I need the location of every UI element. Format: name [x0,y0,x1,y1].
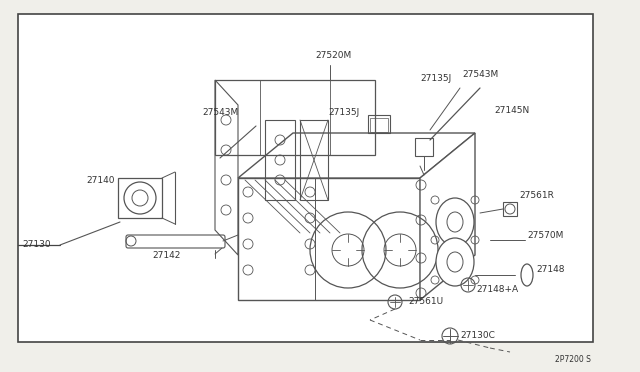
Text: 27543M: 27543M [462,70,499,78]
Text: 27130C: 27130C [460,330,495,340]
Bar [18,14,593,342]
Ellipse shape [521,264,533,286]
Polygon shape [238,178,420,300]
Text: 27142: 27142 [152,250,180,260]
Text: 27520M: 27520M [315,51,351,60]
Text: 27145N: 27145N [494,106,529,115]
Text: 27148: 27148 [536,266,564,275]
Bar [265,120,295,200]
Bar [370,118,388,132]
Text: 27135J: 27135J [420,74,451,83]
Ellipse shape [447,212,463,232]
Ellipse shape [447,252,463,272]
Text: 27130: 27130 [22,240,51,248]
Bar [215,80,375,155]
Text: 27561U: 27561U [408,298,443,307]
Ellipse shape [436,198,474,246]
Bar [300,120,328,200]
Text: 27543M: 27543M [202,108,238,116]
Text: 27561R: 27561R [519,190,554,199]
Text: 27140: 27140 [86,176,115,185]
Bar [118,178,162,218]
Text: 27135J: 27135J [328,108,359,116]
Ellipse shape [436,238,474,286]
Polygon shape [420,133,475,300]
Text: 2P7200 S: 2P7200 S [555,355,591,363]
Bar [415,138,433,156]
Polygon shape [238,133,475,178]
Text: 27570M: 27570M [527,231,563,240]
Bar [368,115,390,133]
Text: 27148+A: 27148+A [476,285,518,295]
Bar [503,202,517,216]
